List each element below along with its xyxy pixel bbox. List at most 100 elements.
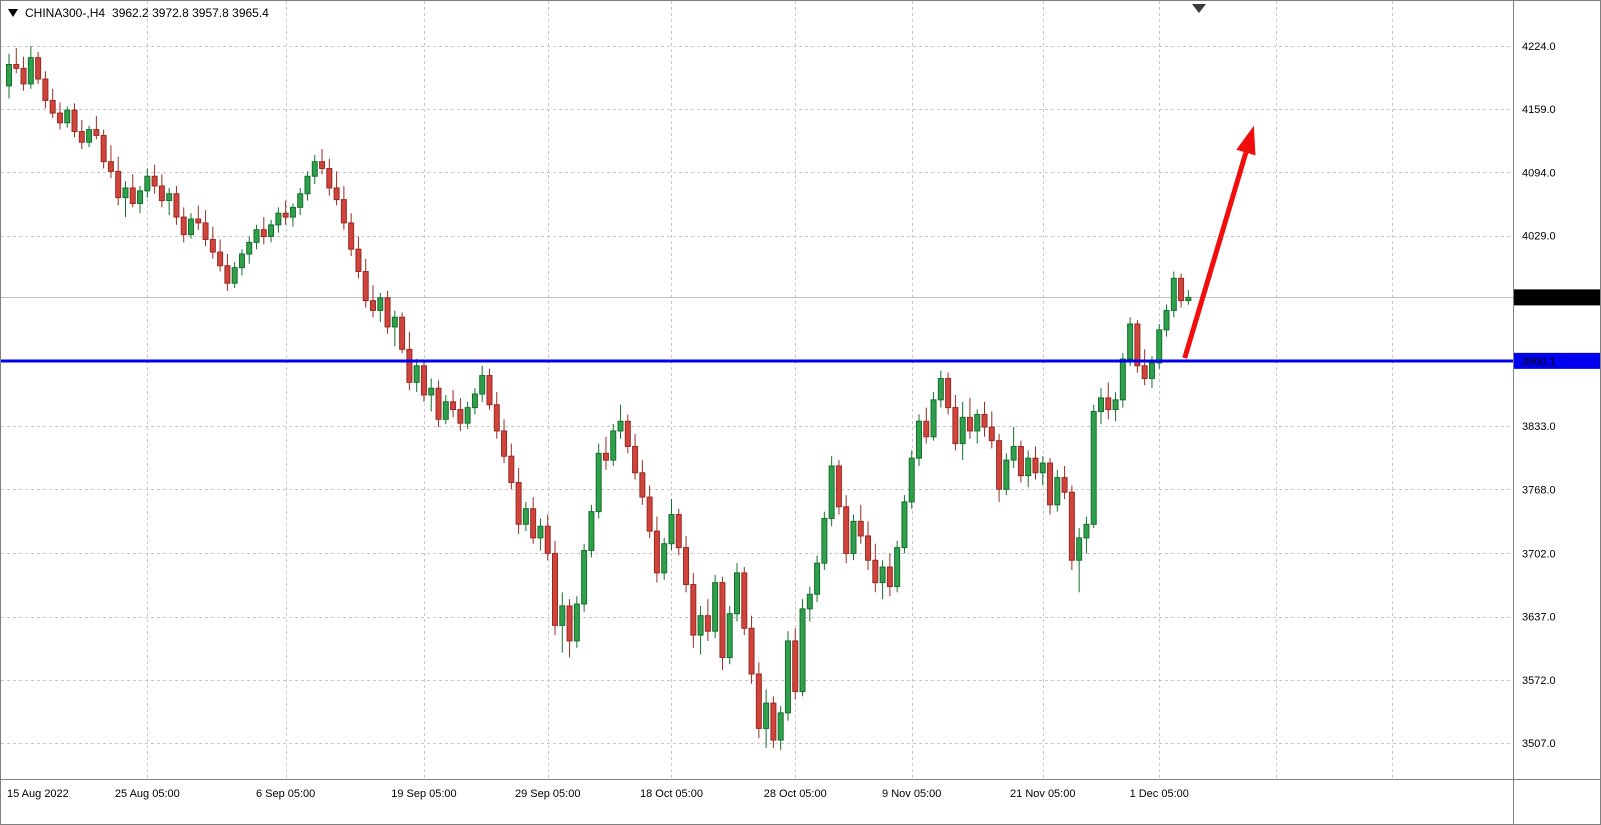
candle [6, 53, 12, 99]
candle [661, 537, 668, 580]
candle [1170, 271, 1177, 318]
candle [362, 258, 369, 308]
symbol-readout: CHINA300-,H4 3962.2 3972.8 3957.8 3965.4 [8, 6, 269, 20]
candle [988, 411, 995, 449]
candle [195, 205, 202, 230]
candle [289, 203, 296, 227]
candle [522, 501, 529, 532]
candle [544, 514, 551, 561]
ohlc-readout: 3962.2 3972.8 3957.8 3965.4 [112, 6, 269, 20]
candle [653, 516, 660, 583]
price-axis-label: 4224.0 [1522, 41, 1556, 53]
candle [428, 378, 435, 412]
time-axis-label: 15 Aug 2022 [7, 788, 69, 800]
candle [646, 485, 653, 538]
trend-arrow[interactable] [1182, 125, 1256, 359]
candle [246, 236, 253, 264]
candle [493, 392, 500, 439]
shift-marker-icon[interactable] [1192, 4, 1206, 13]
candle [966, 397, 973, 439]
candle [464, 401, 471, 430]
candle [806, 586, 813, 622]
time-axis-label: 18 Oct 05:00 [640, 788, 703, 800]
candle [923, 407, 930, 444]
candle [872, 543, 879, 593]
candle [901, 495, 908, 554]
candle [814, 555, 821, 603]
candle [821, 511, 828, 570]
candle [340, 185, 347, 230]
candle [799, 599, 806, 697]
candle [1076, 528, 1083, 593]
candle [704, 599, 711, 641]
candle [908, 450, 915, 509]
candle [734, 563, 740, 622]
candle [559, 592, 566, 653]
candle [457, 397, 464, 431]
candle [1127, 317, 1134, 366]
candle [835, 460, 842, 515]
price-axis-label: 3637.0 [1522, 612, 1556, 624]
dropdown-arrow-icon[interactable] [8, 9, 18, 17]
candle [719, 576, 726, 671]
price-axis-label: 3702.0 [1522, 548, 1556, 560]
candle [850, 514, 857, 561]
candle [952, 394, 959, 451]
candle [1134, 320, 1141, 373]
candle [129, 174, 136, 208]
candlesticks [6, 46, 1192, 750]
candle [617, 404, 624, 439]
candle [937, 370, 944, 408]
symbol-timeframe-label: CHINA300-,H4 [25, 6, 106, 20]
candle [1178, 273, 1185, 308]
time-axis-label: 1 Dec 05:00 [1130, 788, 1189, 800]
candle [959, 401, 966, 461]
candle [268, 220, 275, 243]
candle [442, 394, 449, 425]
candle [238, 249, 245, 276]
candle [945, 372, 952, 415]
candle [100, 129, 107, 169]
candle [319, 149, 326, 175]
candle [166, 187, 173, 216]
candle [602, 436, 609, 470]
candle [420, 360, 427, 402]
time-axis[interactable]: 15 Aug 2022 25 Aug 05:00 6 Sep 05:00 19 Sep… [7, 788, 1189, 800]
time-axis-label: 9 Nov 05:00 [882, 788, 941, 800]
last-price-badge: 3965.4 [1514, 289, 1600, 306]
candle [1017, 440, 1024, 483]
candle [777, 706, 784, 750]
candle [144, 168, 151, 198]
candle [792, 628, 799, 700]
candle [763, 689, 770, 748]
candle [639, 460, 646, 505]
candle [1003, 453, 1010, 496]
hline-price-badge: 3900.1 [1514, 352, 1600, 369]
candle [275, 207, 282, 233]
candle [683, 535, 690, 593]
price-axis[interactable]: 4224.0 4159.0 4094.0 4029.0 3833.0 3768.0 3702… [1522, 41, 1556, 750]
candle [1083, 516, 1090, 554]
candle [231, 261, 238, 289]
candle [632, 433, 639, 480]
candle [770, 696, 777, 748]
candle [1185, 290, 1192, 305]
candle [916, 414, 922, 466]
candle [173, 185, 180, 225]
candle [595, 443, 602, 519]
candle [894, 540, 901, 593]
candle [13, 47, 20, 74]
candle [180, 207, 187, 243]
candle [748, 615, 755, 684]
price-axis-label: 3768.0 [1522, 484, 1556, 496]
candle [27, 46, 34, 89]
price-axis-label: 4094.0 [1522, 167, 1556, 179]
candle [115, 156, 122, 206]
candle [348, 213, 355, 256]
candle [450, 390, 457, 418]
price-axis-bg [1514, 1, 1600, 824]
price-axis-label: 3507.0 [1522, 738, 1556, 750]
candle [828, 456, 835, 527]
